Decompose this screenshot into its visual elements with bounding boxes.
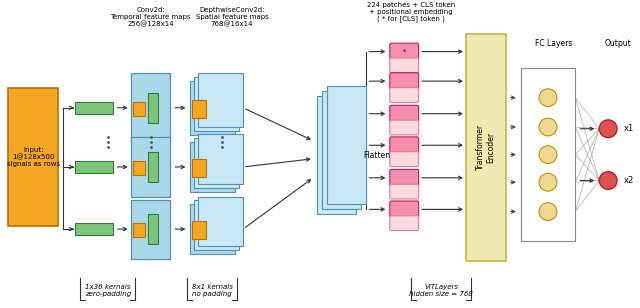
Circle shape: [539, 146, 557, 164]
FancyBboxPatch shape: [131, 73, 170, 142]
Text: Output: Output: [605, 39, 632, 48]
FancyBboxPatch shape: [193, 100, 206, 118]
FancyBboxPatch shape: [322, 91, 362, 209]
FancyBboxPatch shape: [75, 161, 113, 173]
Text: Input:
1@128x500
signals as rows: Input: 1@128x500 signals as rows: [6, 147, 60, 167]
FancyBboxPatch shape: [190, 81, 235, 135]
FancyBboxPatch shape: [132, 223, 145, 237]
FancyBboxPatch shape: [75, 223, 113, 235]
Text: Conv2d:
Temporal feature maps
256@128x14: Conv2d: Temporal feature maps 256@128x14: [110, 7, 191, 27]
FancyBboxPatch shape: [190, 142, 235, 192]
Text: 8x1 kernals
no padding: 8x1 kernals no padding: [192, 284, 233, 297]
FancyBboxPatch shape: [193, 221, 206, 239]
FancyBboxPatch shape: [390, 137, 419, 154]
FancyBboxPatch shape: [390, 216, 419, 231]
Circle shape: [599, 172, 617, 189]
FancyBboxPatch shape: [390, 169, 419, 186]
FancyBboxPatch shape: [390, 87, 419, 102]
Text: 1x36 kernals
zero-padding: 1x36 kernals zero-padding: [84, 284, 131, 297]
FancyBboxPatch shape: [326, 86, 367, 205]
FancyBboxPatch shape: [75, 102, 113, 114]
FancyBboxPatch shape: [198, 197, 243, 246]
FancyBboxPatch shape: [390, 152, 419, 166]
FancyBboxPatch shape: [132, 161, 145, 175]
FancyBboxPatch shape: [195, 77, 239, 131]
FancyBboxPatch shape: [148, 214, 157, 244]
Text: DepthwiseConv2d:
Spatial feature maps
768@16x14: DepthwiseConv2d: Spatial feature maps 76…: [196, 7, 269, 27]
FancyBboxPatch shape: [390, 184, 419, 199]
Text: Flatten: Flatten: [363, 151, 390, 160]
Circle shape: [539, 203, 557, 221]
FancyBboxPatch shape: [193, 159, 206, 177]
FancyBboxPatch shape: [8, 88, 58, 226]
FancyBboxPatch shape: [390, 58, 419, 73]
Text: FC Layers: FC Layers: [535, 39, 572, 48]
Text: *: *: [403, 49, 406, 55]
FancyBboxPatch shape: [520, 68, 575, 241]
Circle shape: [539, 89, 557, 107]
Text: Transformer
Encoder: Transformer Encoder: [476, 124, 495, 170]
FancyBboxPatch shape: [195, 201, 239, 250]
Text: ViTLayers
hidden size = 768: ViTLayers hidden size = 768: [409, 284, 473, 297]
FancyBboxPatch shape: [390, 201, 419, 218]
FancyBboxPatch shape: [317, 96, 356, 214]
Text: x1: x1: [624, 124, 634, 133]
FancyBboxPatch shape: [390, 43, 419, 60]
FancyBboxPatch shape: [390, 120, 419, 135]
Circle shape: [539, 173, 557, 191]
FancyBboxPatch shape: [131, 137, 170, 197]
FancyBboxPatch shape: [148, 93, 157, 123]
Text: x2: x2: [624, 176, 634, 185]
Circle shape: [539, 118, 557, 136]
FancyBboxPatch shape: [148, 152, 157, 182]
FancyBboxPatch shape: [190, 205, 235, 254]
FancyBboxPatch shape: [131, 200, 170, 259]
Text: 224 patches + CLS token
+ positional embedding
( * for [CLS] token ): 224 patches + CLS token + positional emb…: [367, 2, 455, 22]
Circle shape: [599, 120, 617, 138]
FancyBboxPatch shape: [198, 134, 243, 184]
FancyBboxPatch shape: [132, 102, 145, 116]
FancyBboxPatch shape: [390, 105, 419, 122]
FancyBboxPatch shape: [466, 34, 506, 261]
FancyBboxPatch shape: [195, 138, 239, 188]
FancyBboxPatch shape: [198, 73, 243, 127]
FancyBboxPatch shape: [390, 73, 419, 90]
